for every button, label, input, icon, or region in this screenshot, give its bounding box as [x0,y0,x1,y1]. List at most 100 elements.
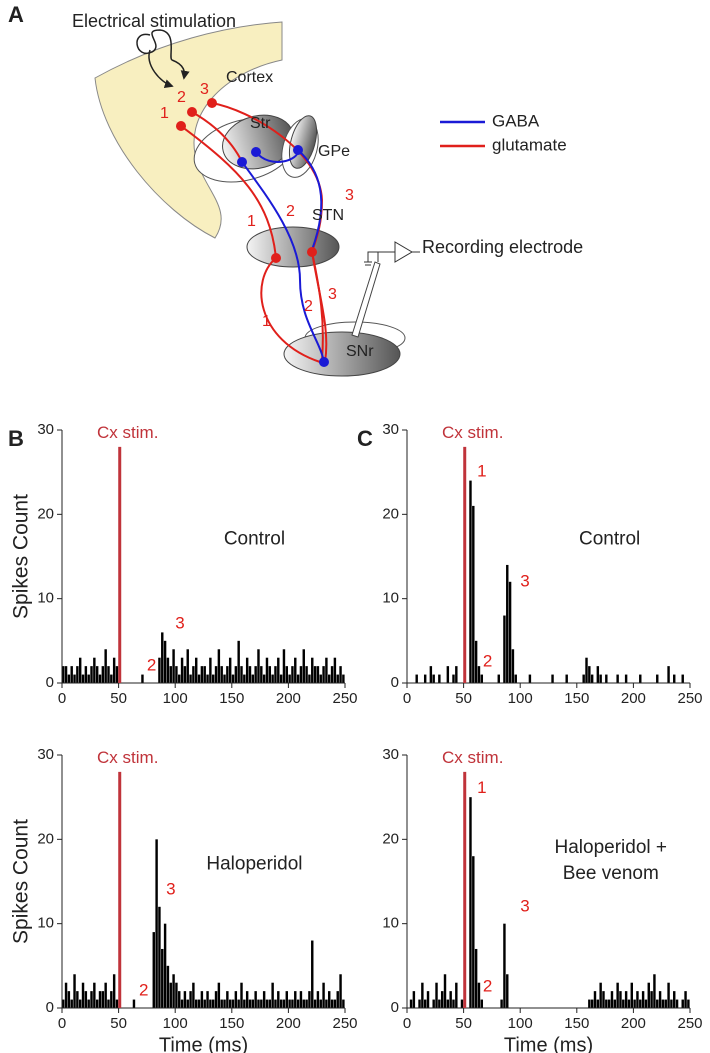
bar [115,666,119,683]
annotation: 3 [520,896,529,915]
bar [639,999,642,1008]
bar [302,649,305,683]
condition-label: Bee venom [563,863,659,884]
bar [333,657,337,683]
neuron [187,107,197,117]
x-tick-label: 200 [276,1015,301,1032]
bar [605,674,608,683]
y-axis-label: Spikes Count [10,819,33,944]
bar [234,991,238,1008]
stim-lead [148,49,174,88]
bar [158,657,161,683]
bar [656,674,659,683]
bar [508,581,512,683]
bar [599,982,602,1008]
bar [268,999,272,1008]
bar [585,657,588,683]
bar [432,674,435,683]
annotation: 2 [483,651,492,670]
bar [220,999,223,1008]
bar [64,982,68,1008]
bar [110,674,113,683]
bar [588,999,591,1008]
bar [639,674,642,683]
bar [477,982,481,1008]
bar [169,982,172,1008]
condition-label: Control [224,529,285,550]
bar [313,999,317,1008]
bar [279,999,283,1008]
annotation: 1 [477,462,486,481]
bar [64,666,68,683]
bar [104,982,107,1008]
bar [322,982,325,1008]
path-label: 3 [328,286,337,303]
bar [503,615,506,683]
x-axis-label: Time (ms) [504,1034,593,1053]
bar [658,991,662,1008]
bar [248,999,252,1008]
neuron [271,253,281,263]
x-tick-label: 150 [564,690,589,707]
bar [599,674,602,683]
bar [596,666,600,683]
bar [477,666,481,683]
bar [78,657,82,683]
bar [251,999,255,1008]
bar [316,991,320,1008]
bar [681,674,684,683]
y-tick-label: 30 [382,421,399,438]
bar [248,666,252,683]
y-tick-label: 10 [37,915,54,932]
bar [274,666,277,683]
bar [593,991,597,1008]
bar [240,982,243,1008]
x-tick-label: 0 [403,1015,411,1032]
bar [311,940,314,1008]
bar [480,999,484,1008]
bar [288,999,291,1008]
bar [313,666,317,683]
bar [228,657,232,683]
bar [426,991,430,1008]
bar [664,999,667,1008]
histogram: 0 10 20 30 0 50 100 150 200 250 Cx stim. 1 3 2 Control [382,421,702,707]
bar [670,999,673,1008]
bar [90,666,93,683]
bar [214,991,218,1008]
bar [596,999,600,1008]
neuron [307,247,317,257]
bar [472,856,475,1008]
bar [110,991,113,1008]
bar [551,674,554,683]
neuron [176,121,186,131]
bar [183,666,187,683]
y-tick-label: 0 [46,999,54,1016]
bar [506,974,509,1008]
bar [305,999,308,1008]
bar [624,991,628,1008]
path-gaba [241,161,325,363]
bar [429,666,433,683]
bar [511,649,515,683]
y-tick-label: 30 [37,421,54,438]
bar [588,666,591,683]
bar [616,982,619,1008]
bar [62,666,65,683]
bar [641,991,645,1008]
neuron [251,147,261,157]
bar [186,649,189,683]
bar [613,999,617,1008]
bar [687,999,690,1008]
bar [282,649,286,683]
annotation: 2 [139,981,148,1000]
bar [206,991,209,1008]
bar [226,991,229,1008]
bar [203,999,206,1008]
condition-label: Control [579,529,640,550]
x-tick-label: 150 [219,690,244,707]
bar [277,657,280,683]
bar [409,999,413,1008]
bar [104,649,107,683]
